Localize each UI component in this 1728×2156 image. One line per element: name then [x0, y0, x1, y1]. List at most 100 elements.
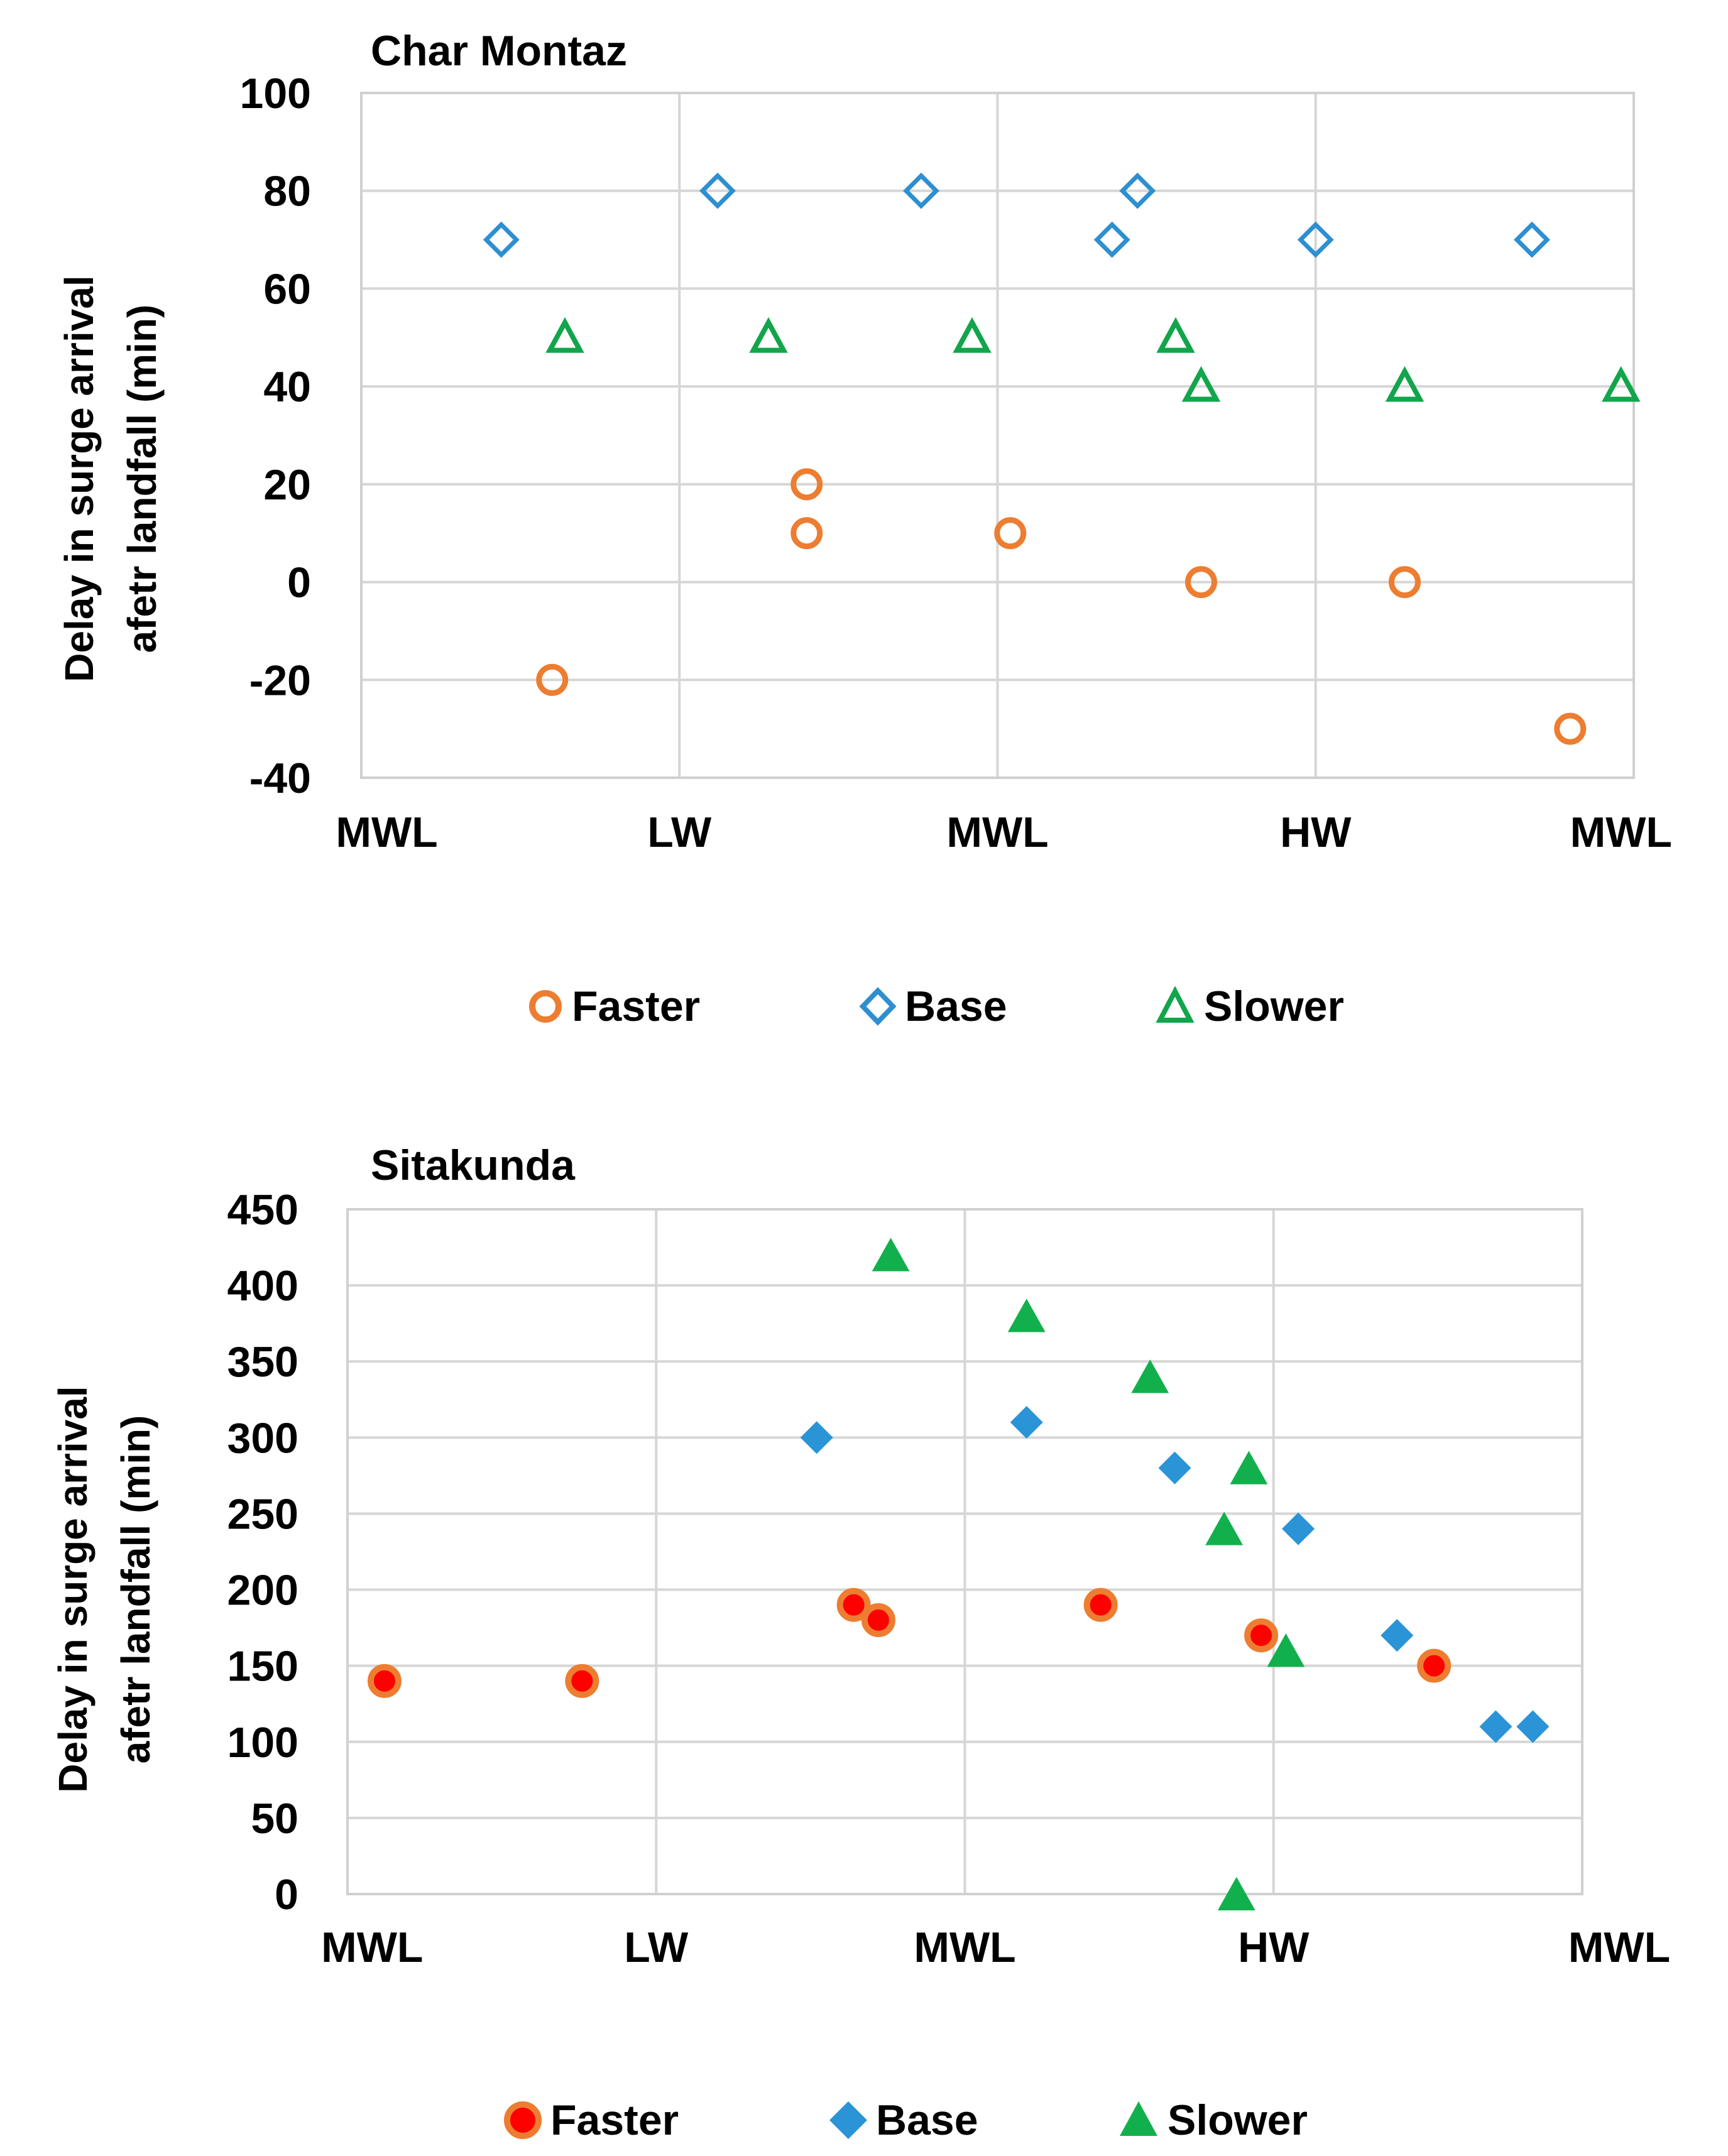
point-slower	[953, 317, 992, 353]
legend: Faster Base Slower	[529, 983, 1344, 1030]
legend-item-slower: Slower	[1156, 983, 1344, 1030]
point-faster	[1417, 1648, 1452, 1683]
point-base	[903, 172, 939, 209]
legend-slower-label: Slower	[1204, 983, 1344, 1030]
y-tick-label: 150	[227, 1643, 298, 1690]
legend-item-slower: Slower	[1120, 2096, 1308, 2144]
y-tick-labels: 100 80 60 40 20 0 -20 -40	[240, 70, 311, 802]
series-slower	[872, 1238, 1305, 1910]
point-base	[1093, 221, 1130, 258]
legend: Faster Base Slower	[504, 2096, 1308, 2144]
x-tick-label: HW	[1280, 808, 1352, 856]
plot-area	[360, 92, 1635, 779]
point-slower	[749, 317, 788, 353]
x-tick-label: MWL	[321, 1924, 423, 1971]
point-slower	[1602, 366, 1641, 402]
legend-item-base: Base	[859, 983, 1007, 1030]
y-tick-label: -20	[249, 656, 311, 704]
y-tick-label: 100	[227, 1719, 298, 1767]
point-slower	[1230, 1451, 1268, 1484]
gridlines	[346, 1208, 1583, 1895]
series-faster	[536, 468, 1587, 745]
point-faster	[1389, 566, 1421, 599]
point-base	[1516, 1710, 1550, 1743]
x-tick-labels: MWL LW MWL HW MWL	[321, 1924, 1670, 1971]
series-base	[483, 172, 1550, 258]
point-base	[800, 1421, 833, 1454]
point-faster	[1185, 566, 1217, 599]
legend-base-label: Base	[905, 983, 1007, 1030]
point-slower	[1267, 1633, 1305, 1667]
point-slower	[1131, 1359, 1169, 1393]
y-tick-label: 50	[251, 1795, 298, 1843]
y-axis-label-line2: afetr landfall (min)	[119, 305, 165, 653]
point-base	[1282, 1512, 1315, 1545]
plot-area	[346, 1208, 1583, 1895]
legend-base-label: Base	[876, 2096, 978, 2144]
x-tick-label: MWL	[1570, 808, 1672, 856]
y-axis-label-line1: Delay in surge arrival	[50, 1386, 96, 1792]
x-tick-label: MWL	[914, 1924, 1015, 1971]
legend-base-marker	[829, 2101, 867, 2139]
y-axis-label-line1: Delay in surge arrival	[57, 275, 102, 682]
y-tick-label: 20	[263, 461, 311, 509]
x-tick-labels: MWL LW MWL HW MWL	[336, 808, 1672, 856]
y-tick-label: 40	[263, 363, 311, 411]
x-tick-label: MWL	[1568, 1924, 1670, 1971]
legend-faster-label: Faster	[572, 983, 700, 1030]
y-tick-label: 250	[227, 1490, 298, 1538]
point-base	[1514, 221, 1550, 258]
legend-slower-marker	[1156, 986, 1195, 1023]
y-tick-label: 100	[240, 70, 311, 117]
point-slower	[545, 317, 584, 353]
chart-char-montaz: Char Montaz Delay in surge arrival afetr…	[57, 27, 1672, 1030]
y-tick-label: 350	[227, 1338, 298, 1386]
point-slower	[1385, 366, 1425, 402]
point-base	[1119, 172, 1156, 209]
y-tick-label: -40	[249, 754, 311, 802]
y-tick-label: 300	[227, 1414, 298, 1462]
point-slower	[872, 1238, 910, 1271]
legend-slower-marker	[1120, 2101, 1157, 2136]
point-base	[1010, 1406, 1043, 1439]
x-tick-label: MWL	[336, 808, 437, 856]
y-tick-label: 0	[275, 1871, 298, 1919]
point-slower	[1156, 317, 1195, 353]
point-slower	[1217, 1876, 1255, 1910]
point-base	[1381, 1619, 1414, 1652]
point-base	[1479, 1710, 1512, 1743]
legend-base-marker	[859, 987, 897, 1026]
point-faster	[536, 663, 569, 696]
gridlines	[360, 92, 1635, 779]
point-base	[483, 221, 520, 258]
point-faster	[790, 517, 823, 550]
y-tick-label: 0	[287, 559, 311, 607]
point-faster	[790, 468, 823, 501]
chart-title: Char Montaz	[371, 27, 627, 75]
y-tick-labels: 450 400 350 300 250 200 150 100 50 0	[227, 1186, 298, 1919]
chart-sitakunda: Sitakunda Delay in surge arrival afetr l…	[50, 1141, 1670, 2144]
y-tick-label: 450	[227, 1186, 298, 1234]
point-base	[1158, 1451, 1191, 1484]
point-faster	[1244, 1618, 1279, 1653]
x-tick-label: LW	[624, 1924, 689, 1971]
x-tick-label: HW	[1238, 1924, 1310, 1971]
x-tick-label: LW	[647, 808, 712, 856]
chart-title: Sitakunda	[371, 1141, 576, 1189]
y-axis-label-line2: afetr landfall (min)	[113, 1415, 158, 1764]
y-tick-label: 400	[227, 1262, 298, 1310]
series-slower	[545, 317, 1641, 402]
point-faster	[994, 517, 1027, 550]
legend-item-faster: Faster	[529, 983, 700, 1030]
point-faster	[1554, 712, 1587, 745]
point-faster	[367, 1663, 402, 1698]
series-base	[800, 1406, 1550, 1743]
legend-faster-marker	[504, 2101, 542, 2139]
point-faster	[836, 1587, 871, 1622]
legend-faster-label: Faster	[550, 2096, 679, 2144]
point-faster	[565, 1663, 599, 1698]
y-tick-label: 200	[227, 1567, 298, 1614]
x-tick-label: MWL	[946, 808, 1048, 856]
point-faster	[861, 1603, 895, 1637]
